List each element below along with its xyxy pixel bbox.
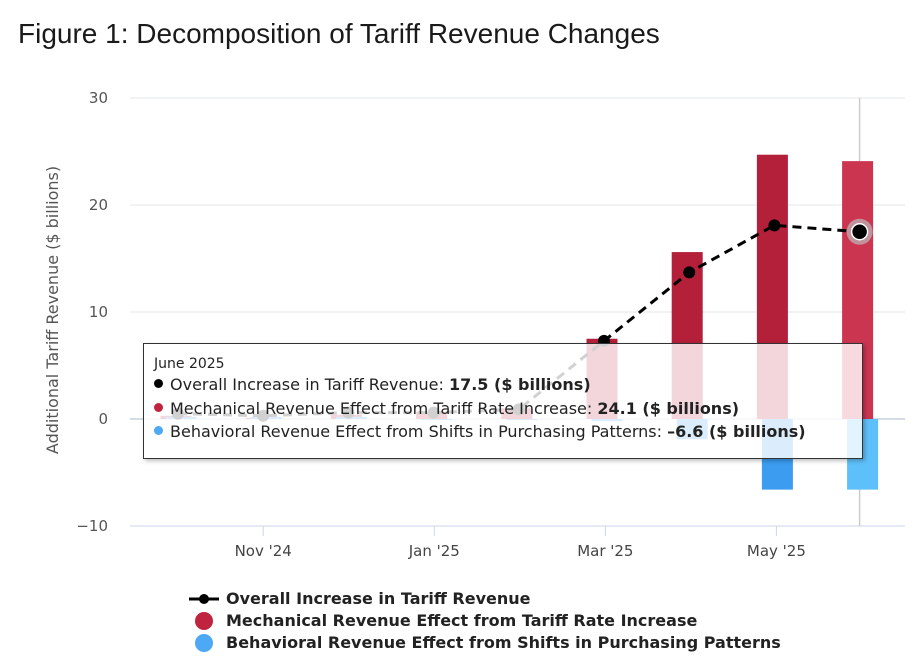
legend-circle-icon (195, 612, 213, 630)
legend-label-mechanical: Mechanical Revenue Effect from Tariff Ra… (226, 611, 698, 630)
y-tick-label: −10 (76, 517, 108, 535)
chart-tooltip: June 2025 Overall Increase in Tariff Rev… (143, 343, 863, 459)
y-axis-label: Additional Tariff Revenue ($ billions) (43, 166, 62, 454)
point-overall (768, 219, 781, 232)
page-title: Figure 1: Decomposition of Tariff Revenu… (18, 18, 660, 49)
tooltip-value-overall: 17.5 ($ billions) (448, 375, 591, 394)
x-tick-label: May '25 (747, 542, 806, 560)
y-tick-label: 20 (89, 196, 108, 214)
tooltip-label-overall: Overall Increase in Tariff Revenue: (170, 375, 449, 394)
tooltip-row-mechanical: Mechanical Revenue Effect from Tariff Ra… (154, 399, 739, 418)
legend-line-dot-icon (189, 594, 219, 604)
y-tick-label: 0 (98, 410, 108, 428)
legend-circle-icon (195, 634, 213, 652)
x-tick-label: Nov '24 (235, 542, 292, 560)
tooltip-date: June 2025 (154, 356, 225, 372)
chart: −10 0 10 20 30 Nov '24 Jan '25 Mar '25 May '25 Ad… (43, 89, 905, 560)
x-tick-label: Mar '25 (577, 542, 633, 560)
tooltip-value-mechanical: 24.1 ($ billions) (597, 399, 740, 418)
tooltip-label-behavioral: Behavioral Revenue Effect from Shifts in… (170, 422, 668, 441)
x-tick-label: Jan '25 (408, 542, 460, 560)
legend-label-behavioral: Behavioral Revenue Effect from Shifts in… (226, 633, 781, 652)
point-overall (850, 223, 869, 241)
legend-label-overall: Overall Increase in Tariff Revenue (226, 589, 531, 608)
y-tick-label: 30 (89, 89, 108, 107)
tooltip-value-behavioral: –6.6 ($ billions) (667, 422, 806, 441)
tooltip-row-overall: Overall Increase in Tariff Revenue: 17.5… (154, 375, 591, 394)
tooltip-dot-overall (154, 379, 163, 388)
y-tick-label: 10 (89, 303, 108, 321)
tooltip-row-behavioral: Behavioral Revenue Effect from Shifts in… (154, 422, 806, 441)
tooltip-dot-behavioral (154, 426, 163, 435)
tooltip-dot-mechanical (154, 403, 163, 412)
point-overall (683, 266, 696, 279)
tooltip-label-mechanical: Mechanical Revenue Effect from Tariff Ra… (170, 399, 598, 418)
